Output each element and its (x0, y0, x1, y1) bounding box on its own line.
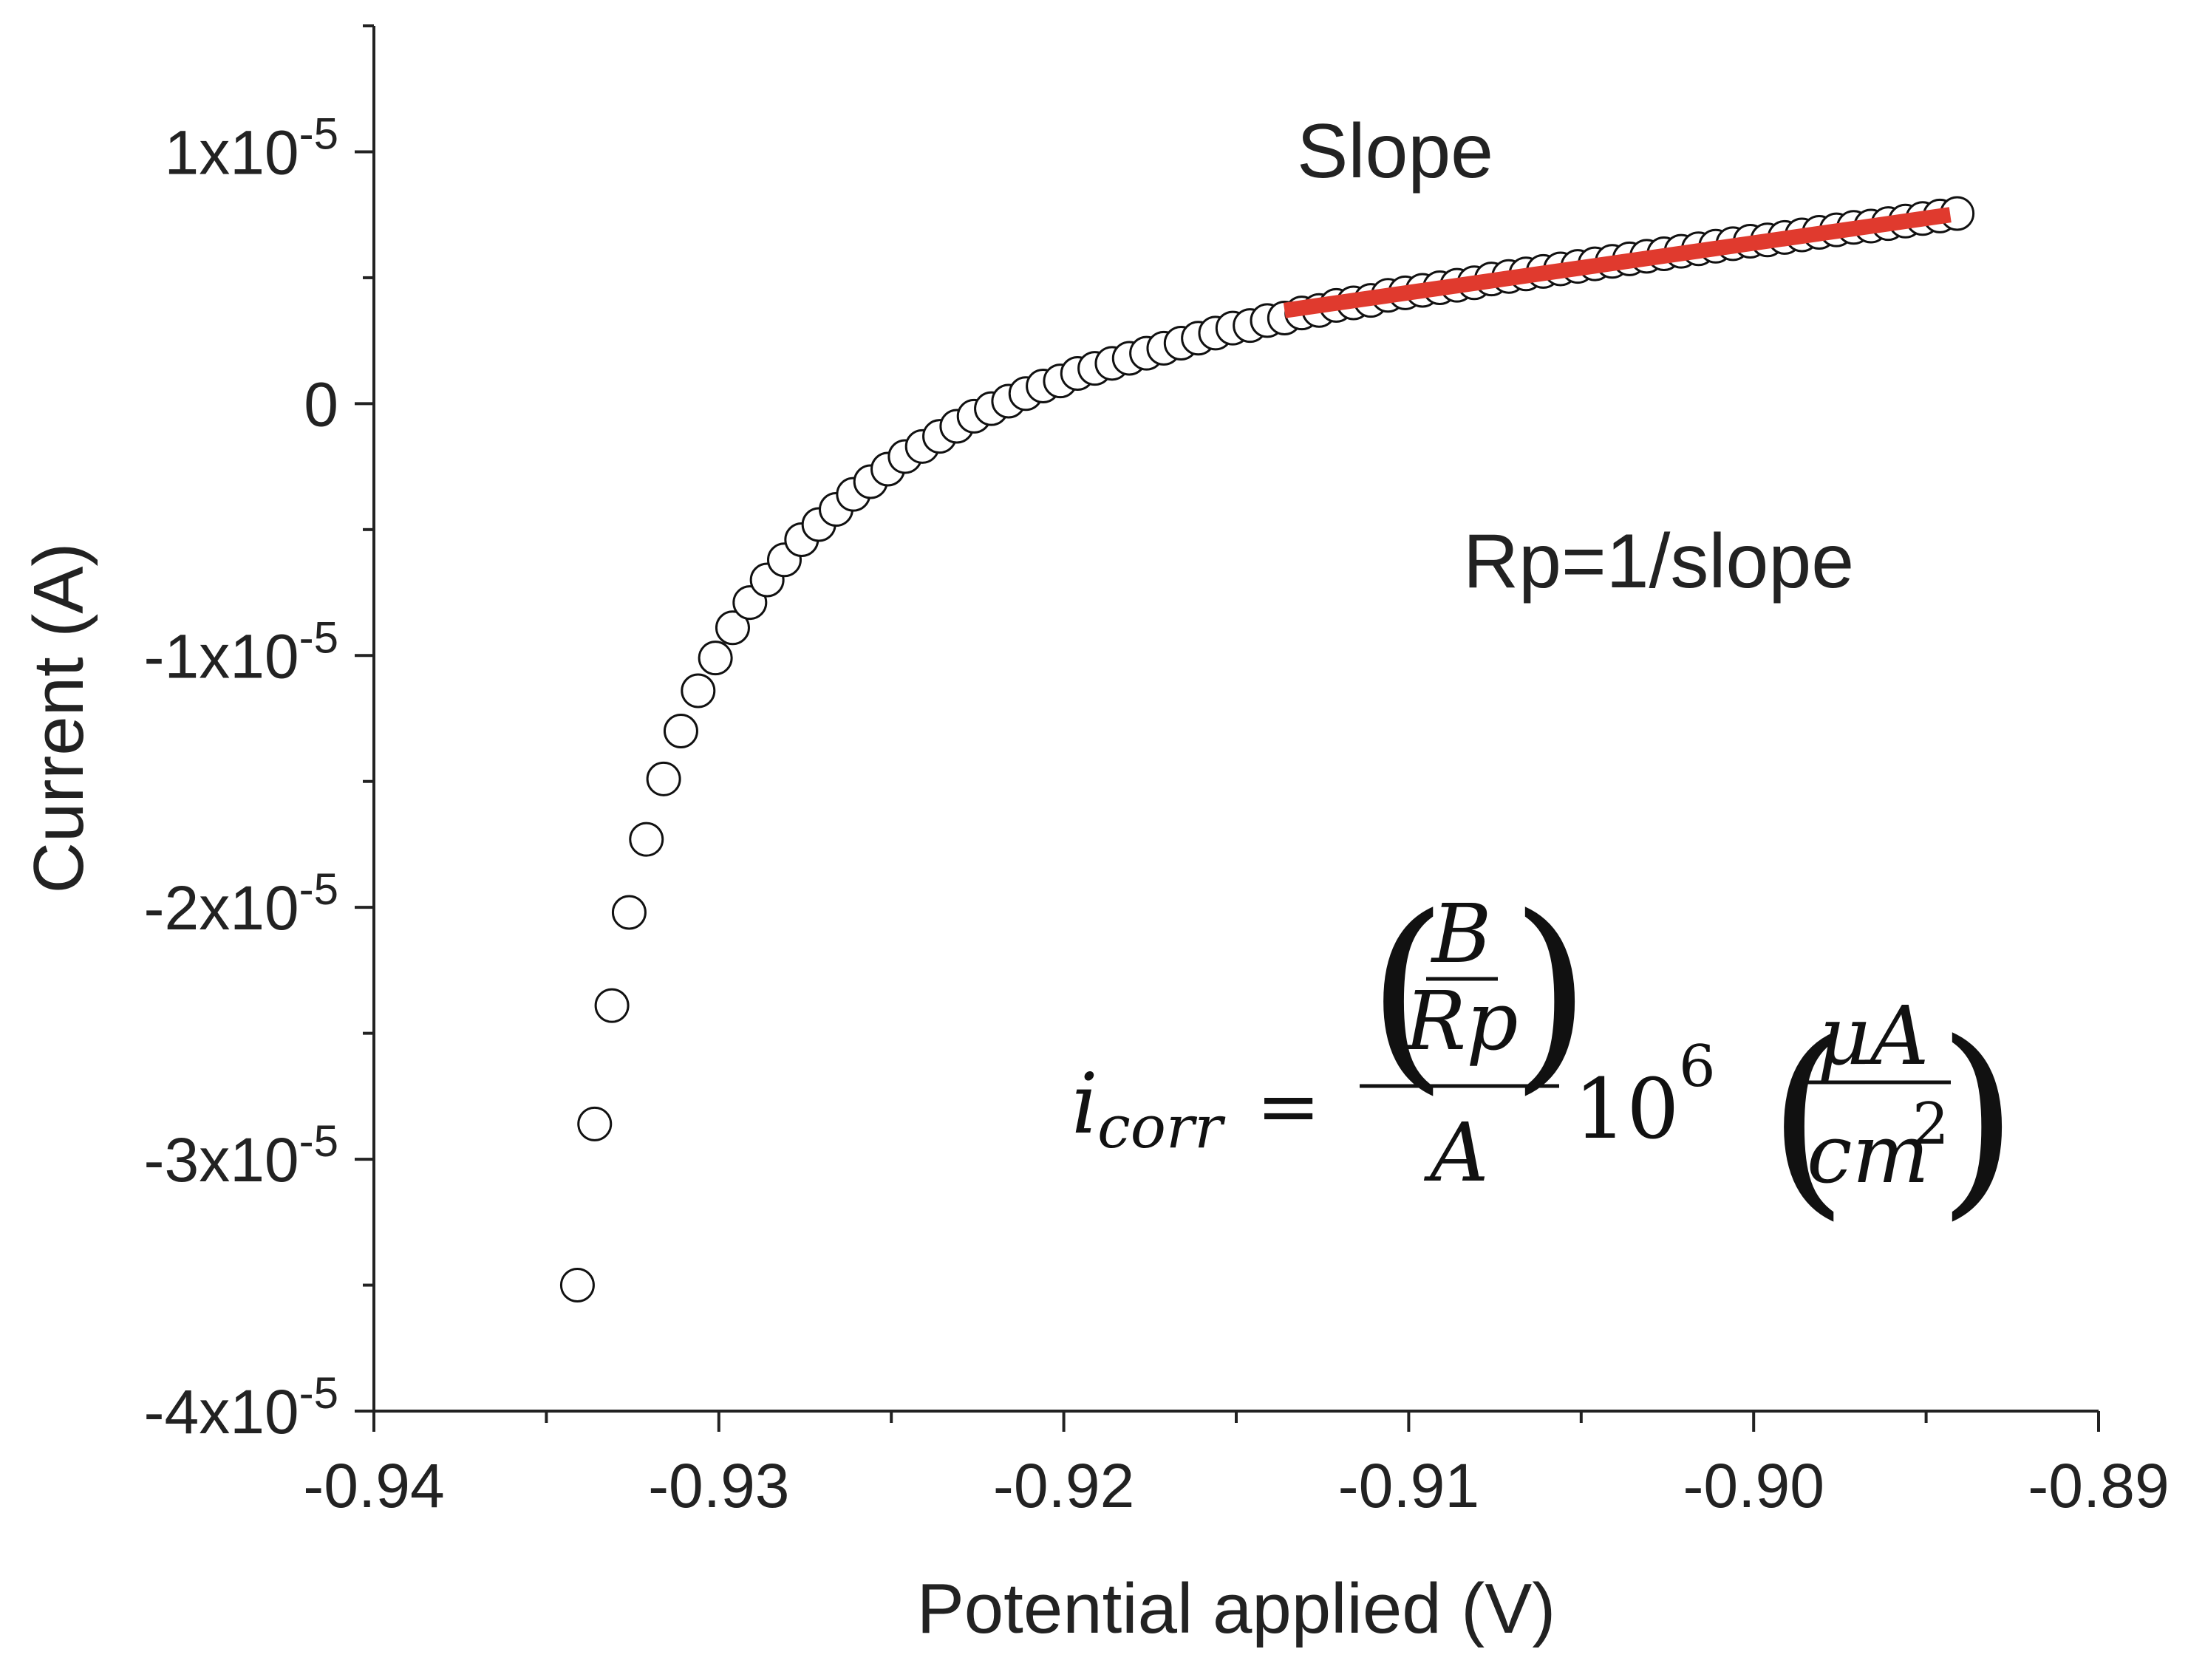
y-tick-label: -1x10-5 (144, 612, 338, 691)
x-tick-label: -0.92 (993, 1451, 1134, 1520)
x-tick-label: -0.93 (648, 1451, 789, 1520)
equation-num-top: B (1431, 887, 1492, 981)
y-ticks: 1x10-5 0 -1x10-5 -2x10-5 -3x10-5 -4x10-5 (144, 24, 374, 1447)
data-point (594, 988, 630, 1023)
equation-lhs-sub: corr (1097, 1093, 1226, 1161)
data-point (611, 895, 647, 930)
y-tick-label: 0 (304, 369, 338, 439)
equation-unit-top: μA (1818, 988, 1929, 1083)
data-point (646, 761, 681, 796)
left-paren-unit: ( (1768, 998, 1848, 1239)
y-tick-label: -3x10-5 (144, 1116, 338, 1195)
x-tick-label: -0.89 (2028, 1451, 2169, 1520)
y-axis-title: Current (A) (19, 543, 98, 894)
slope-label: Slope (1297, 109, 1493, 194)
equation-equals: = (1256, 1061, 1320, 1151)
equation-unit-bottom-exp: 2 (1912, 1091, 1949, 1158)
y-tick-label: -2x10-5 (144, 864, 338, 943)
data-point (577, 1106, 613, 1141)
x-ticks: -0.94 -0.93 -0.92 -0.91 -0.90 -0.89 (303, 1411, 2170, 1520)
equation-unit-bottom-base: cm (1807, 1107, 1929, 1201)
y-tick-label: 1x10-5 (164, 109, 338, 187)
x-axis-title: Potential applied (V) (917, 1569, 1556, 1648)
y-tick-label: -4x10-5 (144, 1368, 338, 1447)
x-tick-label: -0.94 (303, 1451, 444, 1520)
rp-formula-label: Rp=1/slope (1463, 519, 1854, 604)
data-point (698, 641, 733, 676)
equation-lhs-var: i (1071, 1056, 1098, 1153)
equation-num-bottom: Rp (1403, 974, 1518, 1068)
fit-line (1283, 207, 1952, 318)
equation-factor-exp: 6 (1679, 1034, 1716, 1100)
right-paren-inner: ) (1510, 873, 1591, 1113)
data-point (715, 610, 750, 646)
equation-factor-base: 10 (1574, 1062, 1680, 1158)
data-point (681, 673, 716, 708)
x-tick-label: -0.91 (1338, 1451, 1479, 1520)
x-tick-label: -0.90 (1683, 1451, 1824, 1520)
data-point (663, 714, 698, 749)
icorr-equation: i corr = ( ) B Rp A 10 6 ( ) μA cm 2 (1071, 873, 2018, 1239)
data-point (629, 822, 664, 857)
data-point (559, 1268, 595, 1303)
left-paren-inner: ( (1367, 873, 1448, 1113)
equation-denominator: A (1423, 1105, 1488, 1200)
right-paren-unit: ) (1937, 998, 2018, 1239)
